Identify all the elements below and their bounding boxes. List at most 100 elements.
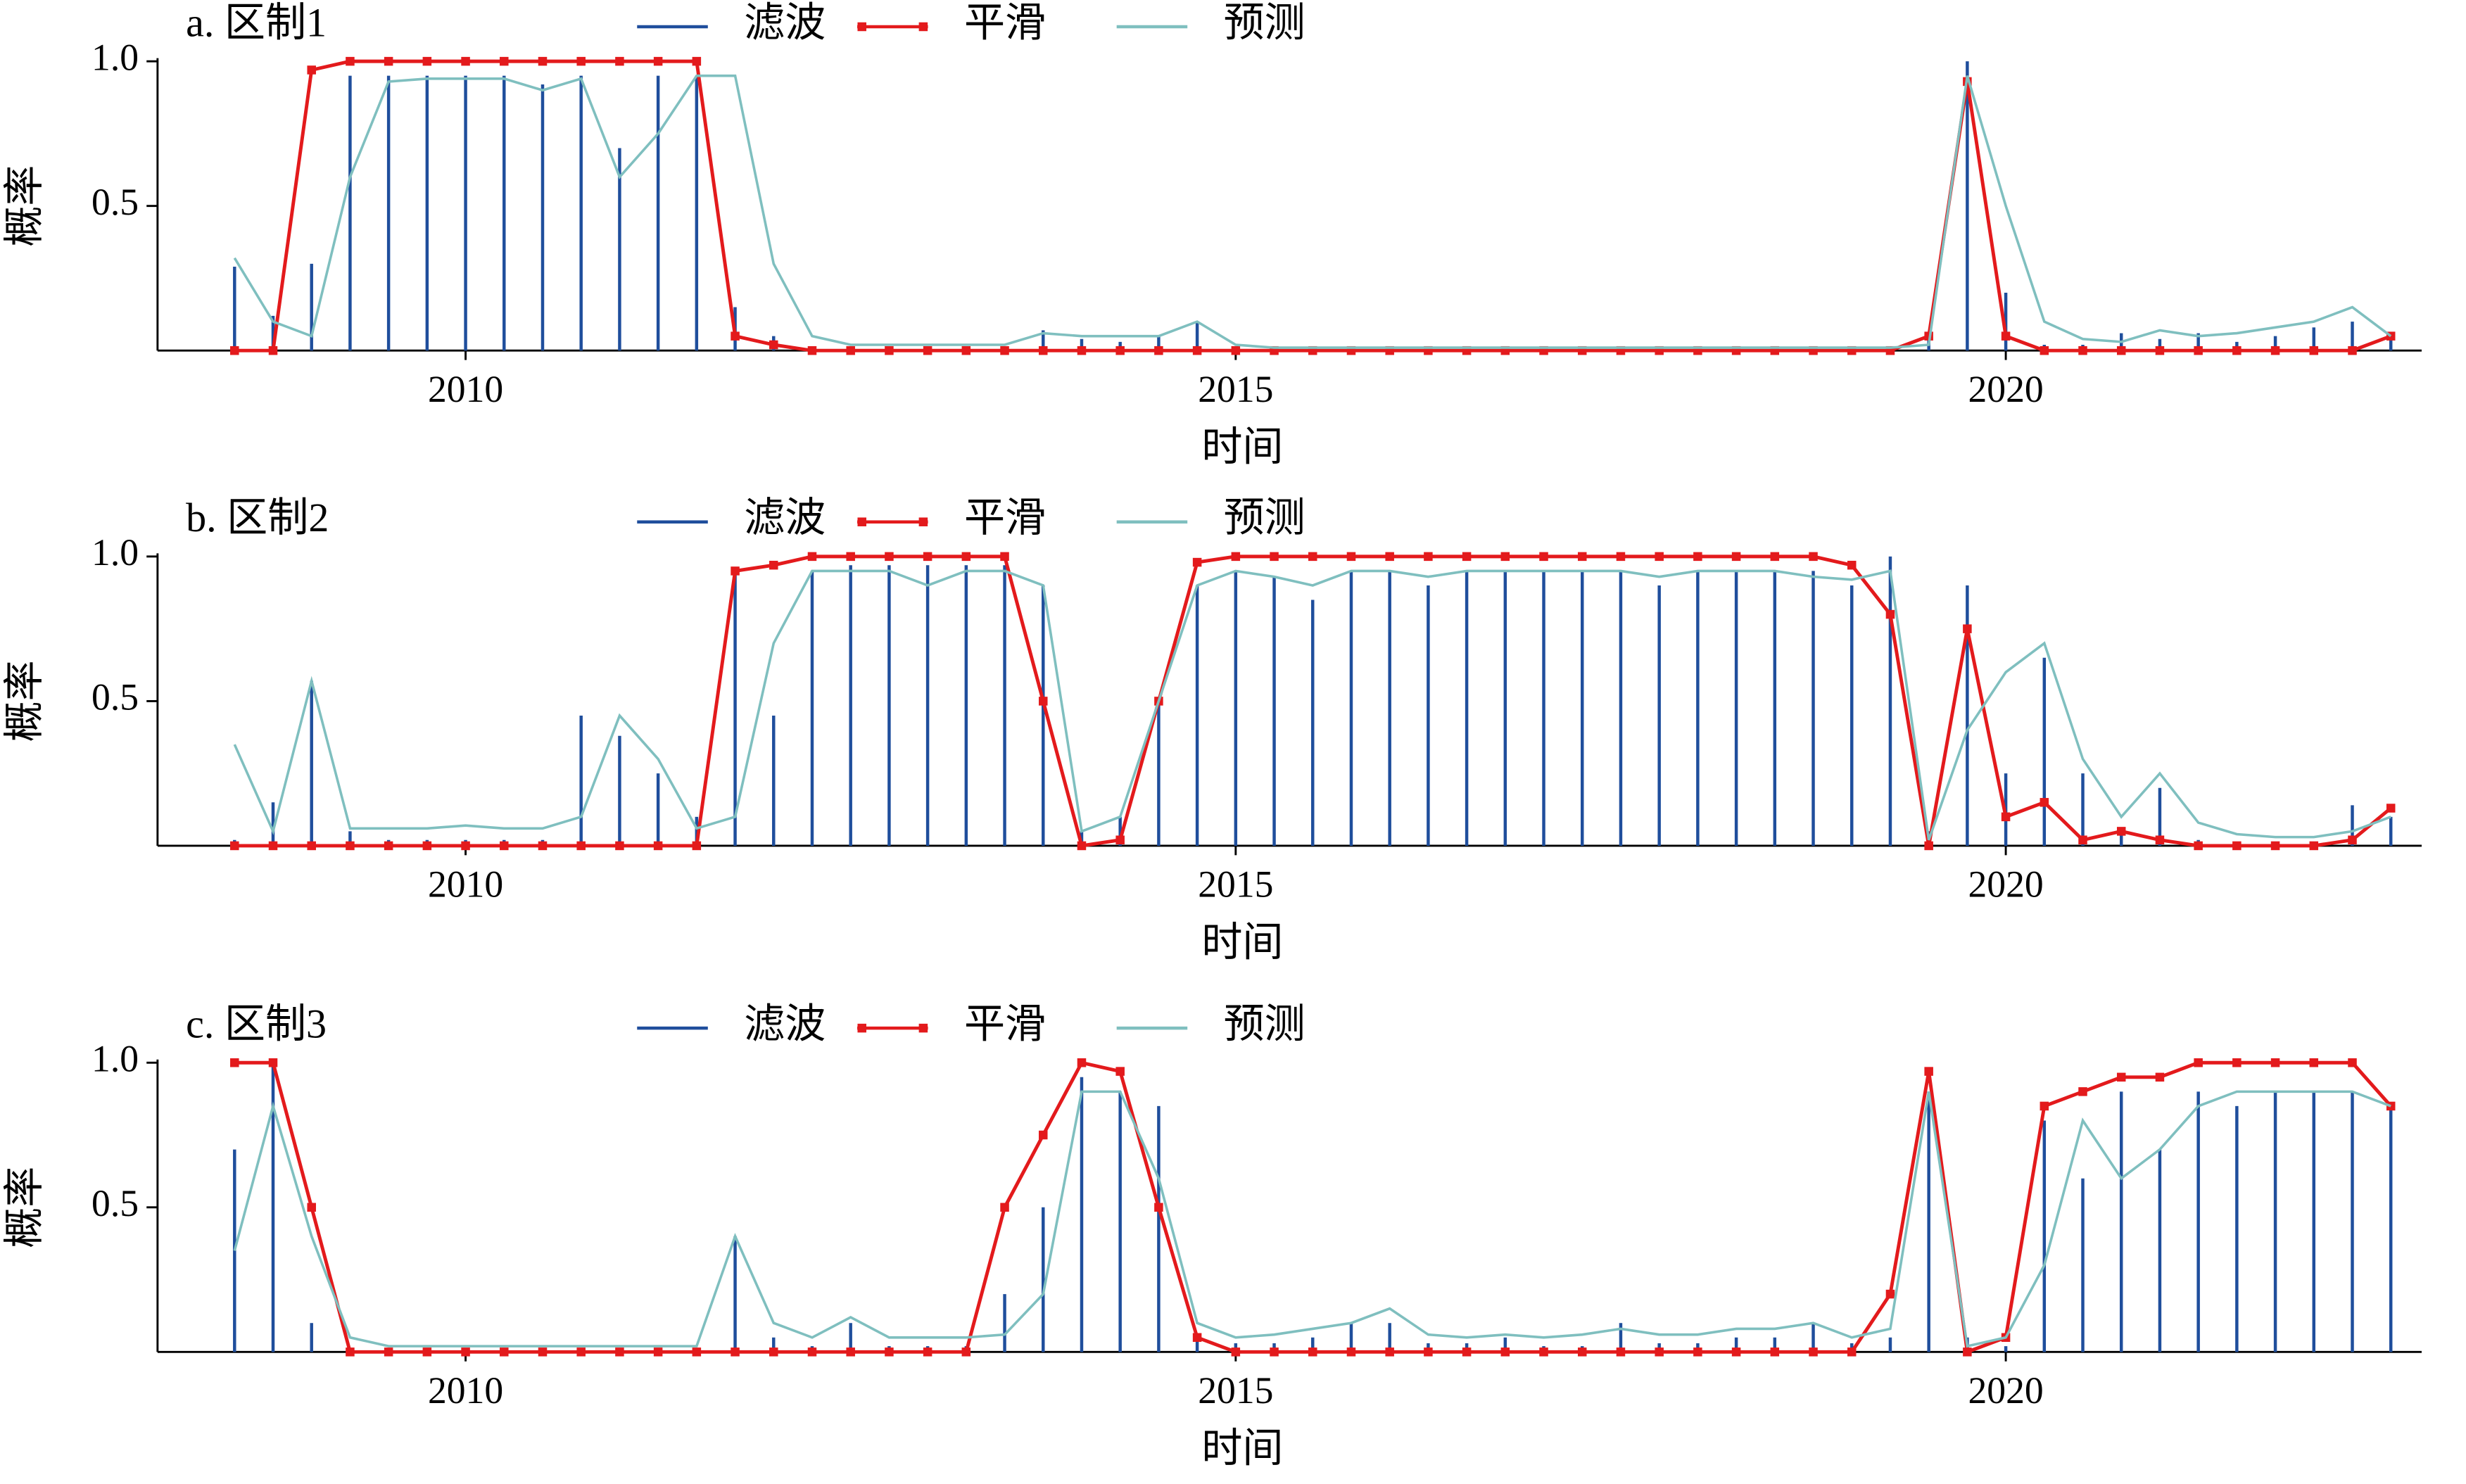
marker [268,841,278,851]
marker [2116,345,2126,355]
marker [1346,1347,1356,1357]
y-axis-label: 概率 [1,165,47,247]
marker [1693,1347,1702,1357]
marker [1770,552,1780,562]
marker [1077,345,1087,355]
marker [615,56,624,66]
marker [576,56,586,66]
marker [1308,552,1317,562]
legend-marker [918,1023,928,1033]
marker [1115,1067,1125,1076]
x-tick-label: 2010 [428,1369,503,1412]
marker [1462,552,1472,562]
marker [1424,552,1433,562]
marker [1847,560,1857,570]
x-tick-label: 2020 [1968,863,2043,906]
marker [1231,1347,1241,1357]
legend-marker [857,517,867,526]
y-axis-label: 概率 [1,660,47,742]
marker [1655,552,1664,562]
marker [769,560,778,570]
x-tick-label: 2015 [1198,863,1273,906]
marker [1693,552,1702,562]
marker [2155,1072,2165,1082]
marker [2386,804,2396,813]
marker [2116,1072,2126,1082]
legend-label: 滤波 [744,1001,826,1046]
marker [807,1347,817,1357]
y-tick-label: 1.0 [91,531,139,573]
marker [346,1347,355,1357]
panel-title: c. 区制3 [186,1001,327,1046]
marker [461,56,470,66]
legend-marker [918,517,928,526]
marker [1500,1347,1510,1357]
marker [846,345,855,355]
marker [615,1347,624,1357]
marker [1731,1347,1741,1357]
marker [1731,552,1741,562]
y-tick-label: 0.5 [91,181,139,223]
marker [1924,1067,1933,1076]
panel-title: b. 区制2 [186,495,329,540]
marker [384,56,393,66]
marker [1154,1203,1163,1212]
panel-title: a. 区制1 [186,0,327,45]
marker [307,1203,316,1212]
marker [2040,1101,2049,1111]
marker [1847,1347,1857,1357]
marker [2116,827,2126,836]
marker [885,1347,894,1357]
marker [2194,345,2203,355]
marker [1462,1347,1472,1357]
marker [1308,1347,1317,1357]
line [233,74,2392,349]
marker [2309,1058,2319,1067]
marker [1115,835,1125,844]
marker [2348,345,2357,355]
legend-label: 平滑 [964,0,1046,45]
marker [1577,552,1587,562]
marker [1192,557,1202,567]
legend-label: 平滑 [964,1001,1046,1046]
y-tick-label: 1.0 [91,36,139,78]
marker [731,1347,740,1357]
marker [1963,624,1972,633]
marker [846,1347,855,1357]
marker [1000,552,1009,562]
legend-marker [918,22,928,32]
marker [1885,1289,1895,1299]
marker [1154,345,1163,355]
legend-label: 预测 [1224,1001,1305,1046]
marker [500,56,509,66]
marker [1385,552,1394,562]
marker [885,345,894,355]
marker [1577,1347,1587,1357]
marker [2270,1058,2280,1067]
marker [346,841,355,851]
marker [576,841,586,851]
marker [2078,1087,2087,1096]
marker [1539,552,1548,562]
marker [1963,1347,1972,1357]
marker [807,345,817,355]
marker [346,56,355,66]
marker [268,345,278,355]
marker [2001,331,2011,341]
x-axis-label: 时间 [1201,919,1283,965]
marker [769,340,778,350]
marker [923,1347,932,1357]
marker [692,56,702,66]
marker [2194,841,2203,851]
marker [653,56,663,66]
marker [538,1347,548,1357]
marker [2155,345,2165,355]
marker [2270,841,2280,851]
marker [1270,552,1279,562]
marker [1655,1347,1664,1357]
marker [2270,345,2280,355]
